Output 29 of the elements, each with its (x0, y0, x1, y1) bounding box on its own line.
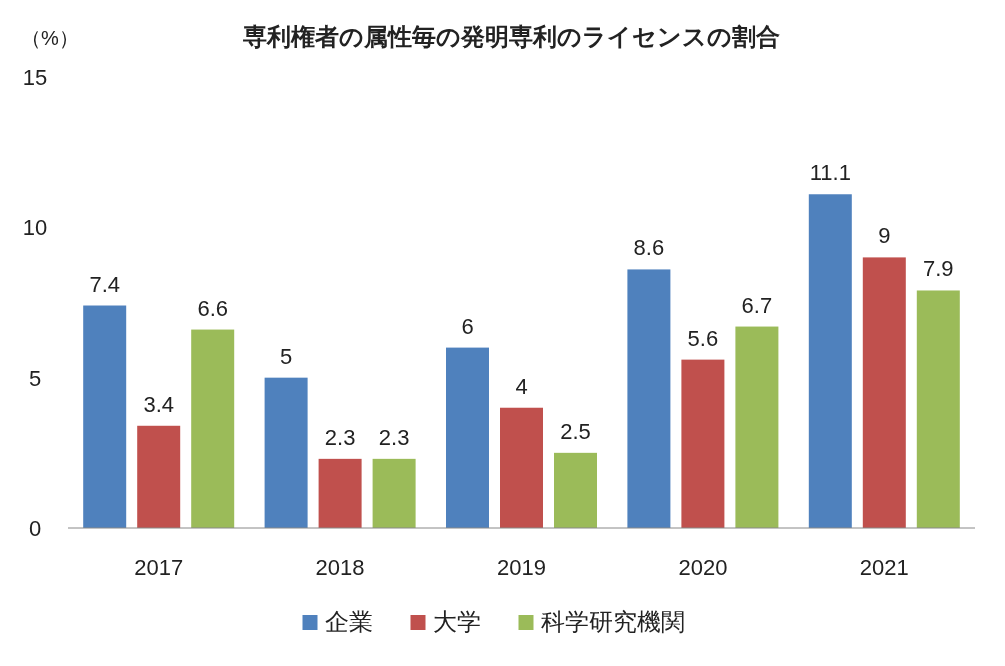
data-label: 6.6 (197, 295, 228, 321)
title: 専利権者の属性毎の発明専利のライセンスの割合 (243, 23, 780, 50)
data-label: 5.6 (687, 325, 719, 351)
ytick: 0 (28, 516, 42, 541)
data-label: 2.5 (560, 418, 591, 444)
data-label: 7.4 (89, 271, 120, 297)
legend-label: 企業 (324, 608, 373, 635)
data-label: 2.3 (324, 424, 356, 450)
legend-label: 科学研究機関 (540, 608, 685, 635)
ytick: 5 (28, 365, 42, 391)
data-label: 11.1 (809, 160, 851, 186)
ylabel: （%） (21, 27, 79, 49)
data-label: 6 (461, 313, 474, 339)
xtick: 2021 (859, 555, 909, 580)
data-label: 7.9 (923, 256, 954, 282)
ytick: 15 (22, 65, 48, 90)
xtick: 2017 (134, 555, 184, 580)
data-label: 9 (878, 223, 891, 249)
data-label: 3.4 (143, 391, 174, 417)
data-label: 2.3 (378, 424, 410, 450)
xtick: 2020 (678, 555, 728, 580)
data-label: 6.7 (741, 292, 773, 318)
data-label: 4 (515, 373, 528, 399)
xtick: 2019 (497, 555, 546, 580)
legend-label: 大学 (432, 608, 481, 635)
data-label: 8.6 (633, 235, 665, 261)
xtick: 2018 (315, 555, 365, 580)
ytick: 10 (22, 215, 48, 241)
data-label: 5 (280, 343, 293, 369)
